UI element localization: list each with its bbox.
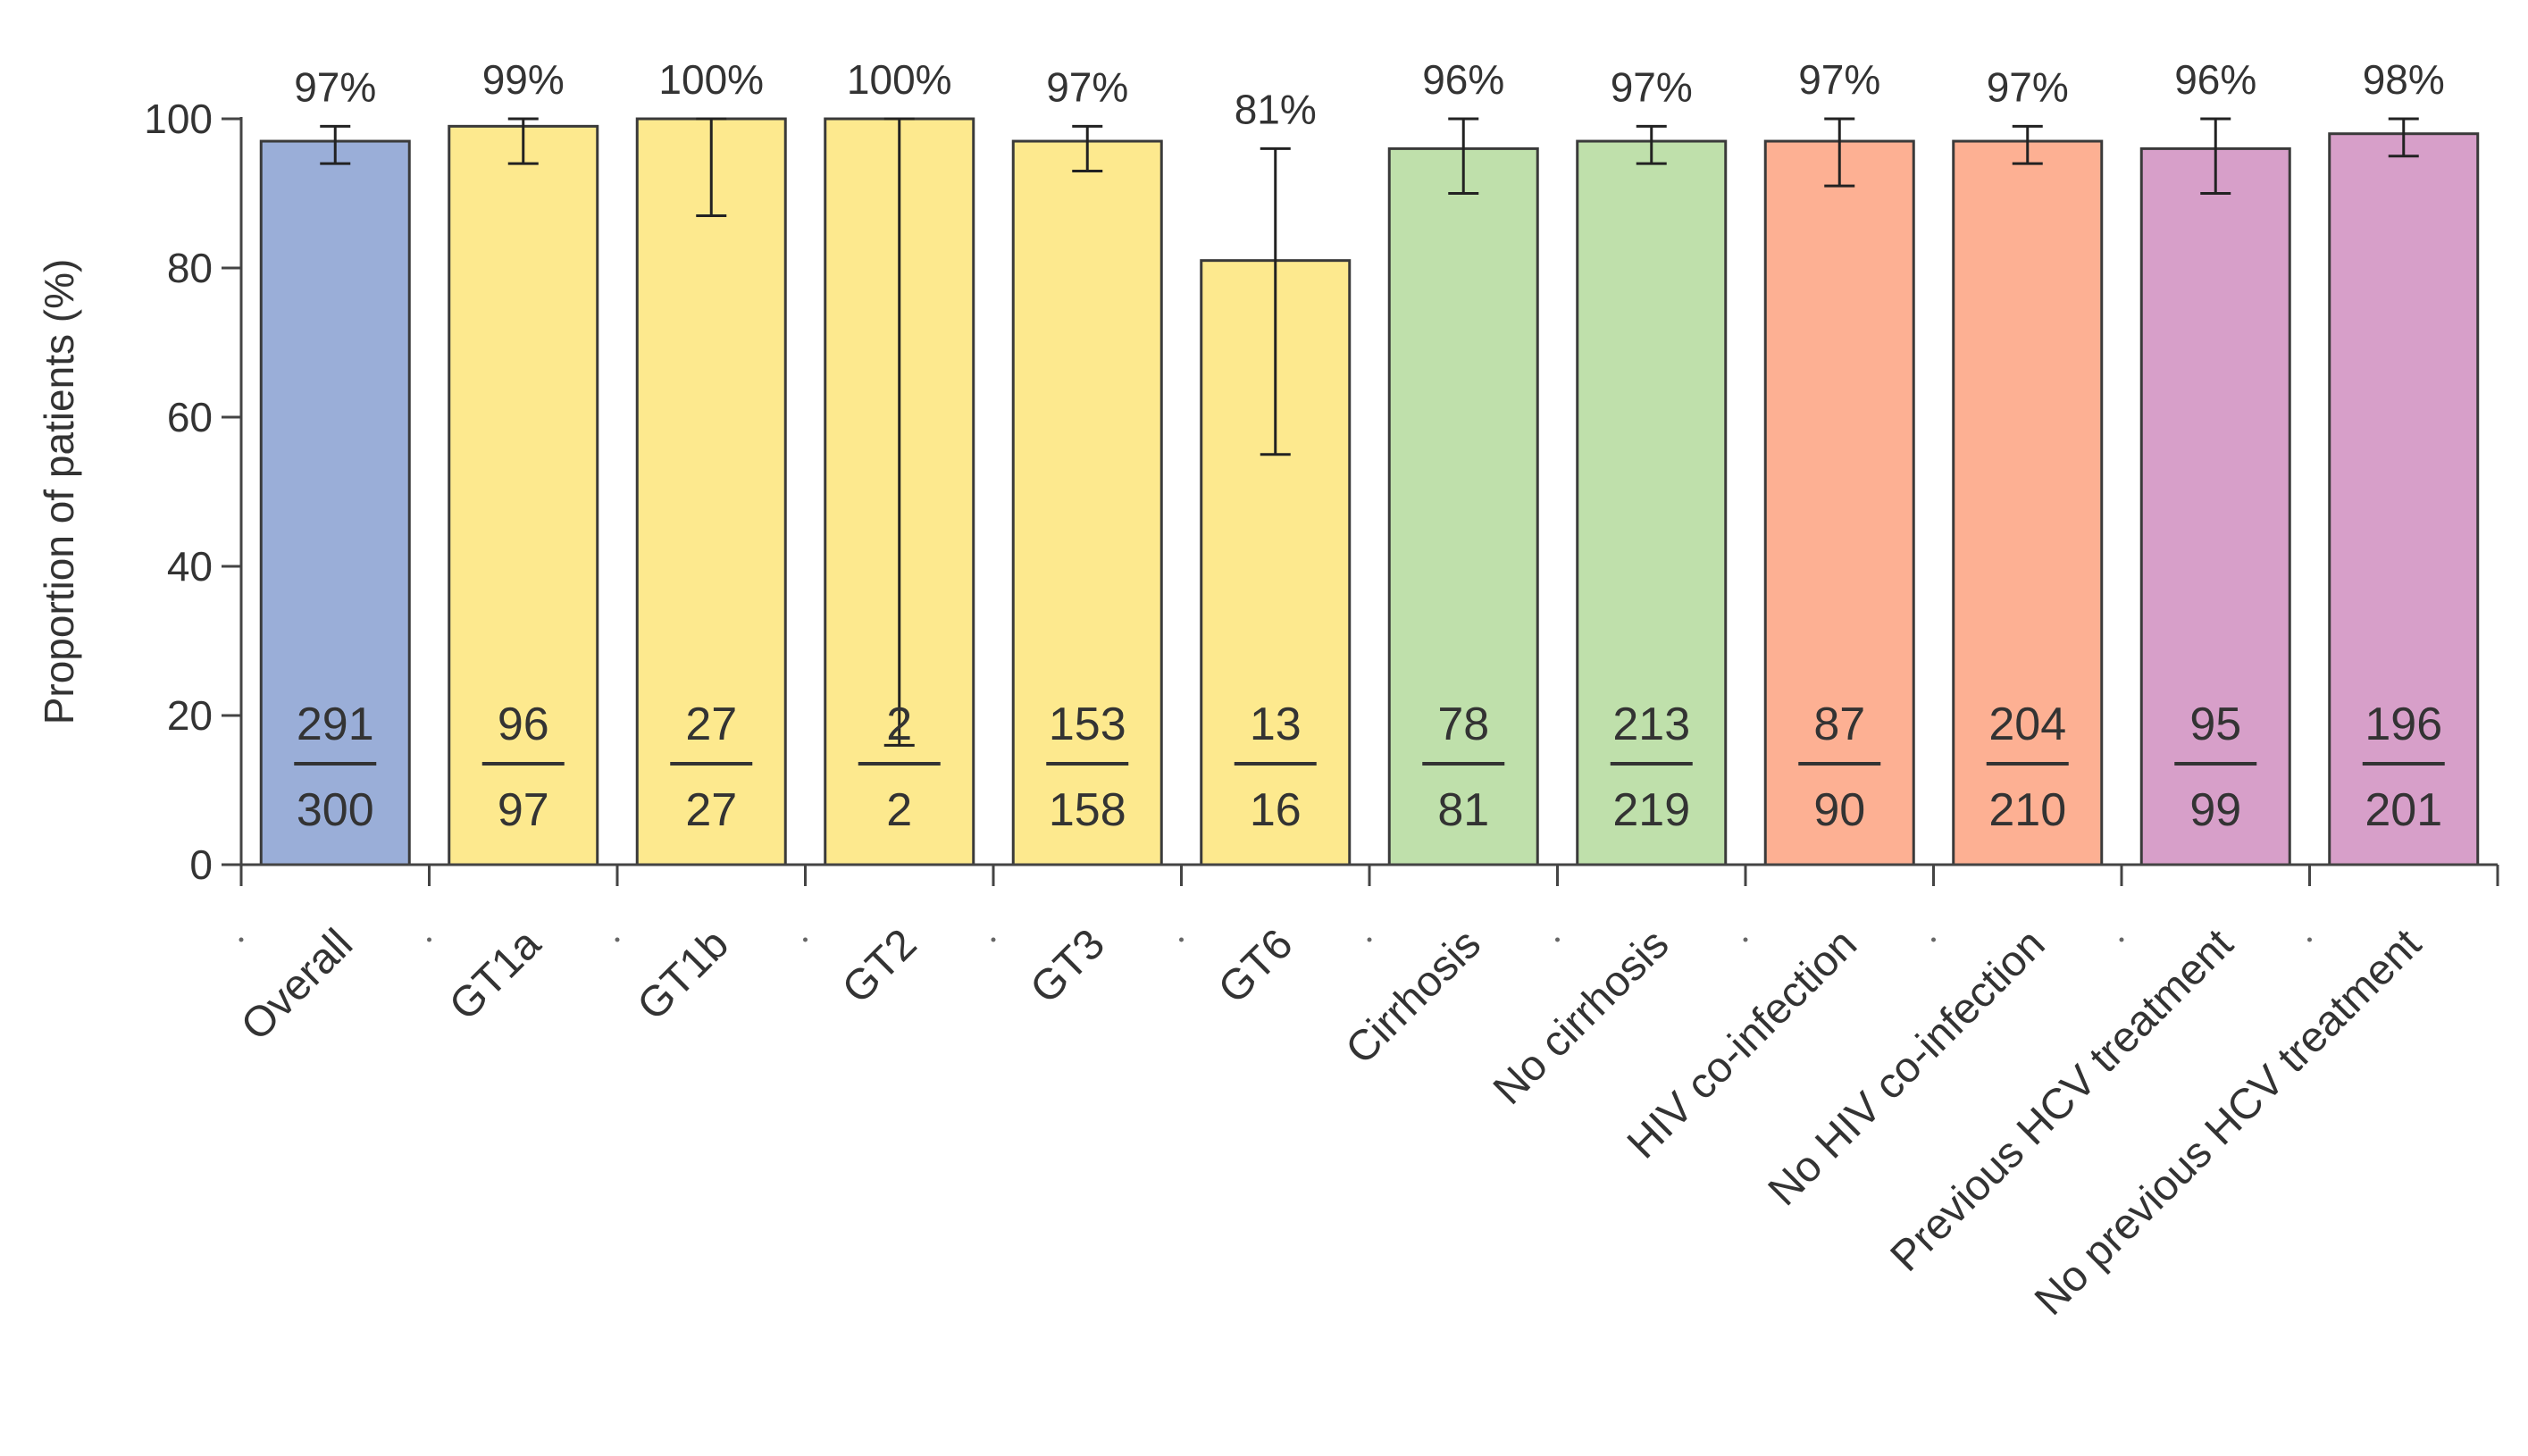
y-tick-label-40: 40: [167, 543, 213, 590]
category-label-4: GT3: [1022, 920, 1114, 1012]
numerator-label-4: 153: [1049, 699, 1126, 750]
category-label-0: Overall: [232, 920, 362, 1050]
category-dot-3: [803, 937, 808, 942]
denominator-label-5: 16: [1250, 784, 1302, 836]
denominator-label-0: 300: [297, 784, 374, 836]
value-label-8: 97%: [1798, 56, 1880, 103]
category-dot-11: [2307, 937, 2312, 942]
value-label-3: 100%: [847, 56, 952, 103]
category-dot-0: [239, 937, 244, 942]
bar-8: [1763, 139, 1915, 866]
numerator-label-6: 78: [1437, 699, 1489, 750]
category-label-10: Previous HCV treatment: [1882, 920, 2242, 1280]
value-label-6: 96%: [1422, 56, 1504, 103]
numerator-label-3: 2: [886, 699, 912, 750]
numerator-label-5: 13: [1250, 699, 1302, 750]
denominator-label-9: 210: [1988, 784, 2066, 836]
value-label-11: 98%: [2363, 56, 2445, 103]
bar-10: [2139, 146, 2291, 866]
category-dot-4: [991, 937, 996, 942]
denominator-label-4: 158: [1049, 784, 1126, 836]
category-dot-10: [2119, 937, 2124, 942]
y-tick-label-0: 0: [189, 841, 213, 888]
denominator-label-8: 90: [1813, 784, 1865, 836]
bar-0: [259, 139, 411, 866]
category-dot-1: [427, 937, 431, 942]
denominator-label-7: 219: [1612, 784, 1690, 836]
bar-2: [635, 117, 787, 866]
denominator-label-2: 27: [685, 784, 737, 836]
y-axis-title: Proportion of patients (%): [36, 259, 82, 725]
numerator-label-9: 204: [1988, 699, 2066, 750]
numerator-label-2: 27: [685, 699, 737, 750]
y-tick-label-60: 60: [167, 394, 213, 440]
axes-layer: [222, 117, 2499, 942]
numerator-label-10: 95: [2189, 699, 2241, 750]
category-label-11: No previous HCV treatment: [2026, 920, 2430, 1324]
denominator-label-3: 2: [886, 784, 912, 836]
y-tick-label-100: 100: [144, 96, 213, 142]
value-label-0: 97%: [294, 63, 376, 110]
denominator-label-1: 97: [498, 784, 549, 836]
y-tick-label-80: 80: [167, 245, 213, 291]
numerator-label-8: 87: [1813, 699, 1865, 750]
category-dot-8: [1743, 937, 1748, 942]
category-label-3: GT2: [833, 920, 925, 1012]
category-label-6: Cirrhosis: [1337, 920, 1490, 1073]
value-label-2: 100%: [658, 56, 764, 103]
category-dot-6: [1367, 937, 1372, 942]
numerator-label-1: 96: [498, 699, 549, 750]
denominator-label-6: 81: [1437, 784, 1489, 836]
bar-9: [1952, 139, 2104, 866]
denominator-label-10: 99: [2189, 784, 2241, 836]
value-label-4: 97%: [1046, 63, 1128, 110]
value-label-1: 99%: [482, 56, 565, 103]
bar-7: [1576, 139, 1728, 866]
bars-layer: [259, 117, 2480, 866]
bar-1: [448, 124, 599, 866]
value-label-7: 97%: [1611, 63, 1693, 110]
category-label-5: GT6: [1210, 920, 1302, 1012]
category-label-7: No cirrhosis: [1485, 920, 1678, 1114]
bar-6: [1387, 146, 1539, 866]
numerator-label-0: 291: [297, 699, 374, 750]
category-label-1: GT1a: [440, 920, 550, 1030]
denominator-label-11: 201: [2365, 784, 2442, 836]
bar-11: [2328, 132, 2480, 866]
category-dot-7: [1555, 937, 1560, 942]
bar-4: [1011, 139, 1163, 866]
value-label-9: 97%: [1987, 63, 2069, 110]
numerator-label-11: 196: [2365, 699, 2442, 750]
value-label-5: 81%: [1235, 86, 1317, 132]
value-label-10: 96%: [2174, 56, 2256, 103]
y-tick-label-20: 20: [167, 692, 213, 739]
category-dot-9: [1931, 937, 1936, 942]
numerator-label-7: 213: [1612, 699, 1690, 750]
category-label-2: GT1b: [629, 920, 738, 1029]
category-dot-5: [1179, 937, 1184, 942]
category-dot-2: [615, 937, 620, 942]
